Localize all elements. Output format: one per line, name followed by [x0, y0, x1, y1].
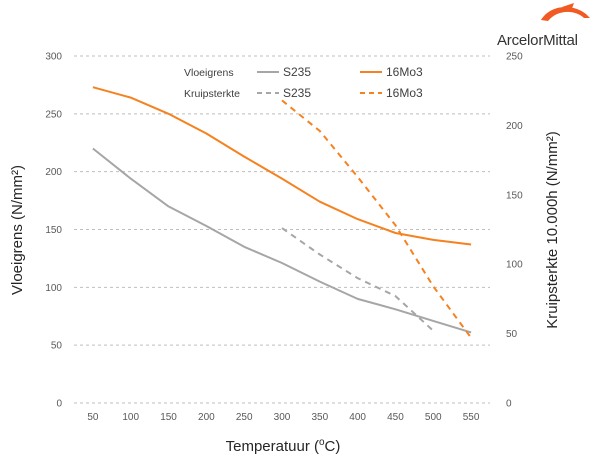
x-tick-label: 200: [198, 412, 215, 423]
legend-group-label: Vloeigrens: [184, 67, 234, 79]
y-right-tick-label: 200: [506, 121, 523, 132]
x-tick-label: 150: [160, 412, 177, 423]
right-axis-ticks: 0 50 100 150 200 250: [506, 52, 523, 410]
y-left-tick-label: 0: [56, 399, 62, 410]
y-right-tick-label: 150: [506, 190, 523, 201]
logo-text: ArcelorMittal: [497, 32, 578, 49]
x-axis-title: Temperatuur (oC): [226, 437, 341, 455]
x-tick-label: 550: [463, 412, 480, 423]
y-axis-right-title: Kruipsterkte 10.000h (N/mm²): [544, 131, 561, 329]
x-axis-ticks: 50 100 150 200 250 300 350 400 450 500 550: [87, 412, 480, 423]
y-left-tick-label: 300: [45, 52, 62, 63]
y-left-tick-label: 100: [45, 283, 62, 294]
series-line-s235-vloeigrens: [92, 147, 472, 334]
y-axis-left-title: Vloeigrens (N/mm²): [9, 165, 26, 295]
series-line-16mo3-kruipsterkte: [281, 99, 472, 339]
y-left-tick-label: 250: [45, 109, 62, 120]
gridlines: [74, 55, 490, 404]
series-line-16mo3-vloeigrens: [92, 86, 472, 246]
y-right-tick-label: 50: [506, 329, 518, 340]
x-tick-label: 450: [387, 412, 404, 423]
x-tick-label: 350: [311, 412, 328, 423]
series-line-s235-kruipsterkte: [281, 227, 434, 332]
legend: Vloeigrens Kruipsterkte S235 16Mo3 S235 …: [184, 65, 423, 100]
y-left-tick-label: 50: [51, 341, 63, 352]
y-right-tick-label: 250: [506, 52, 523, 63]
series-lines: [92, 86, 472, 339]
legend-entry: 16Mo3: [386, 65, 423, 79]
legend-group-label: Kruipsterkte: [184, 88, 240, 100]
y-left-tick-label: 150: [45, 225, 62, 236]
logo-swoosh-icon: [541, 7, 590, 21]
arcelormittal-logo: ArcelorMittal: [497, 3, 590, 49]
legend-entry: 16Mo3: [386, 86, 423, 100]
x-tick-label: 100: [122, 412, 139, 423]
x-tick-label: 250: [236, 412, 253, 423]
x-tick-label: 300: [274, 412, 291, 423]
y-right-tick-label: 100: [506, 260, 523, 271]
legend-entry: S235: [283, 86, 311, 100]
x-tick-label: 50: [87, 412, 99, 423]
legend-entry: S235: [283, 65, 311, 79]
x-tick-label: 500: [425, 412, 442, 423]
y-left-tick-label: 200: [45, 167, 62, 178]
x-tick-label: 400: [349, 412, 366, 423]
y-right-tick-label: 0: [506, 399, 512, 410]
left-axis-ticks: 0 50 100 150 200 250 300: [45, 52, 62, 410]
